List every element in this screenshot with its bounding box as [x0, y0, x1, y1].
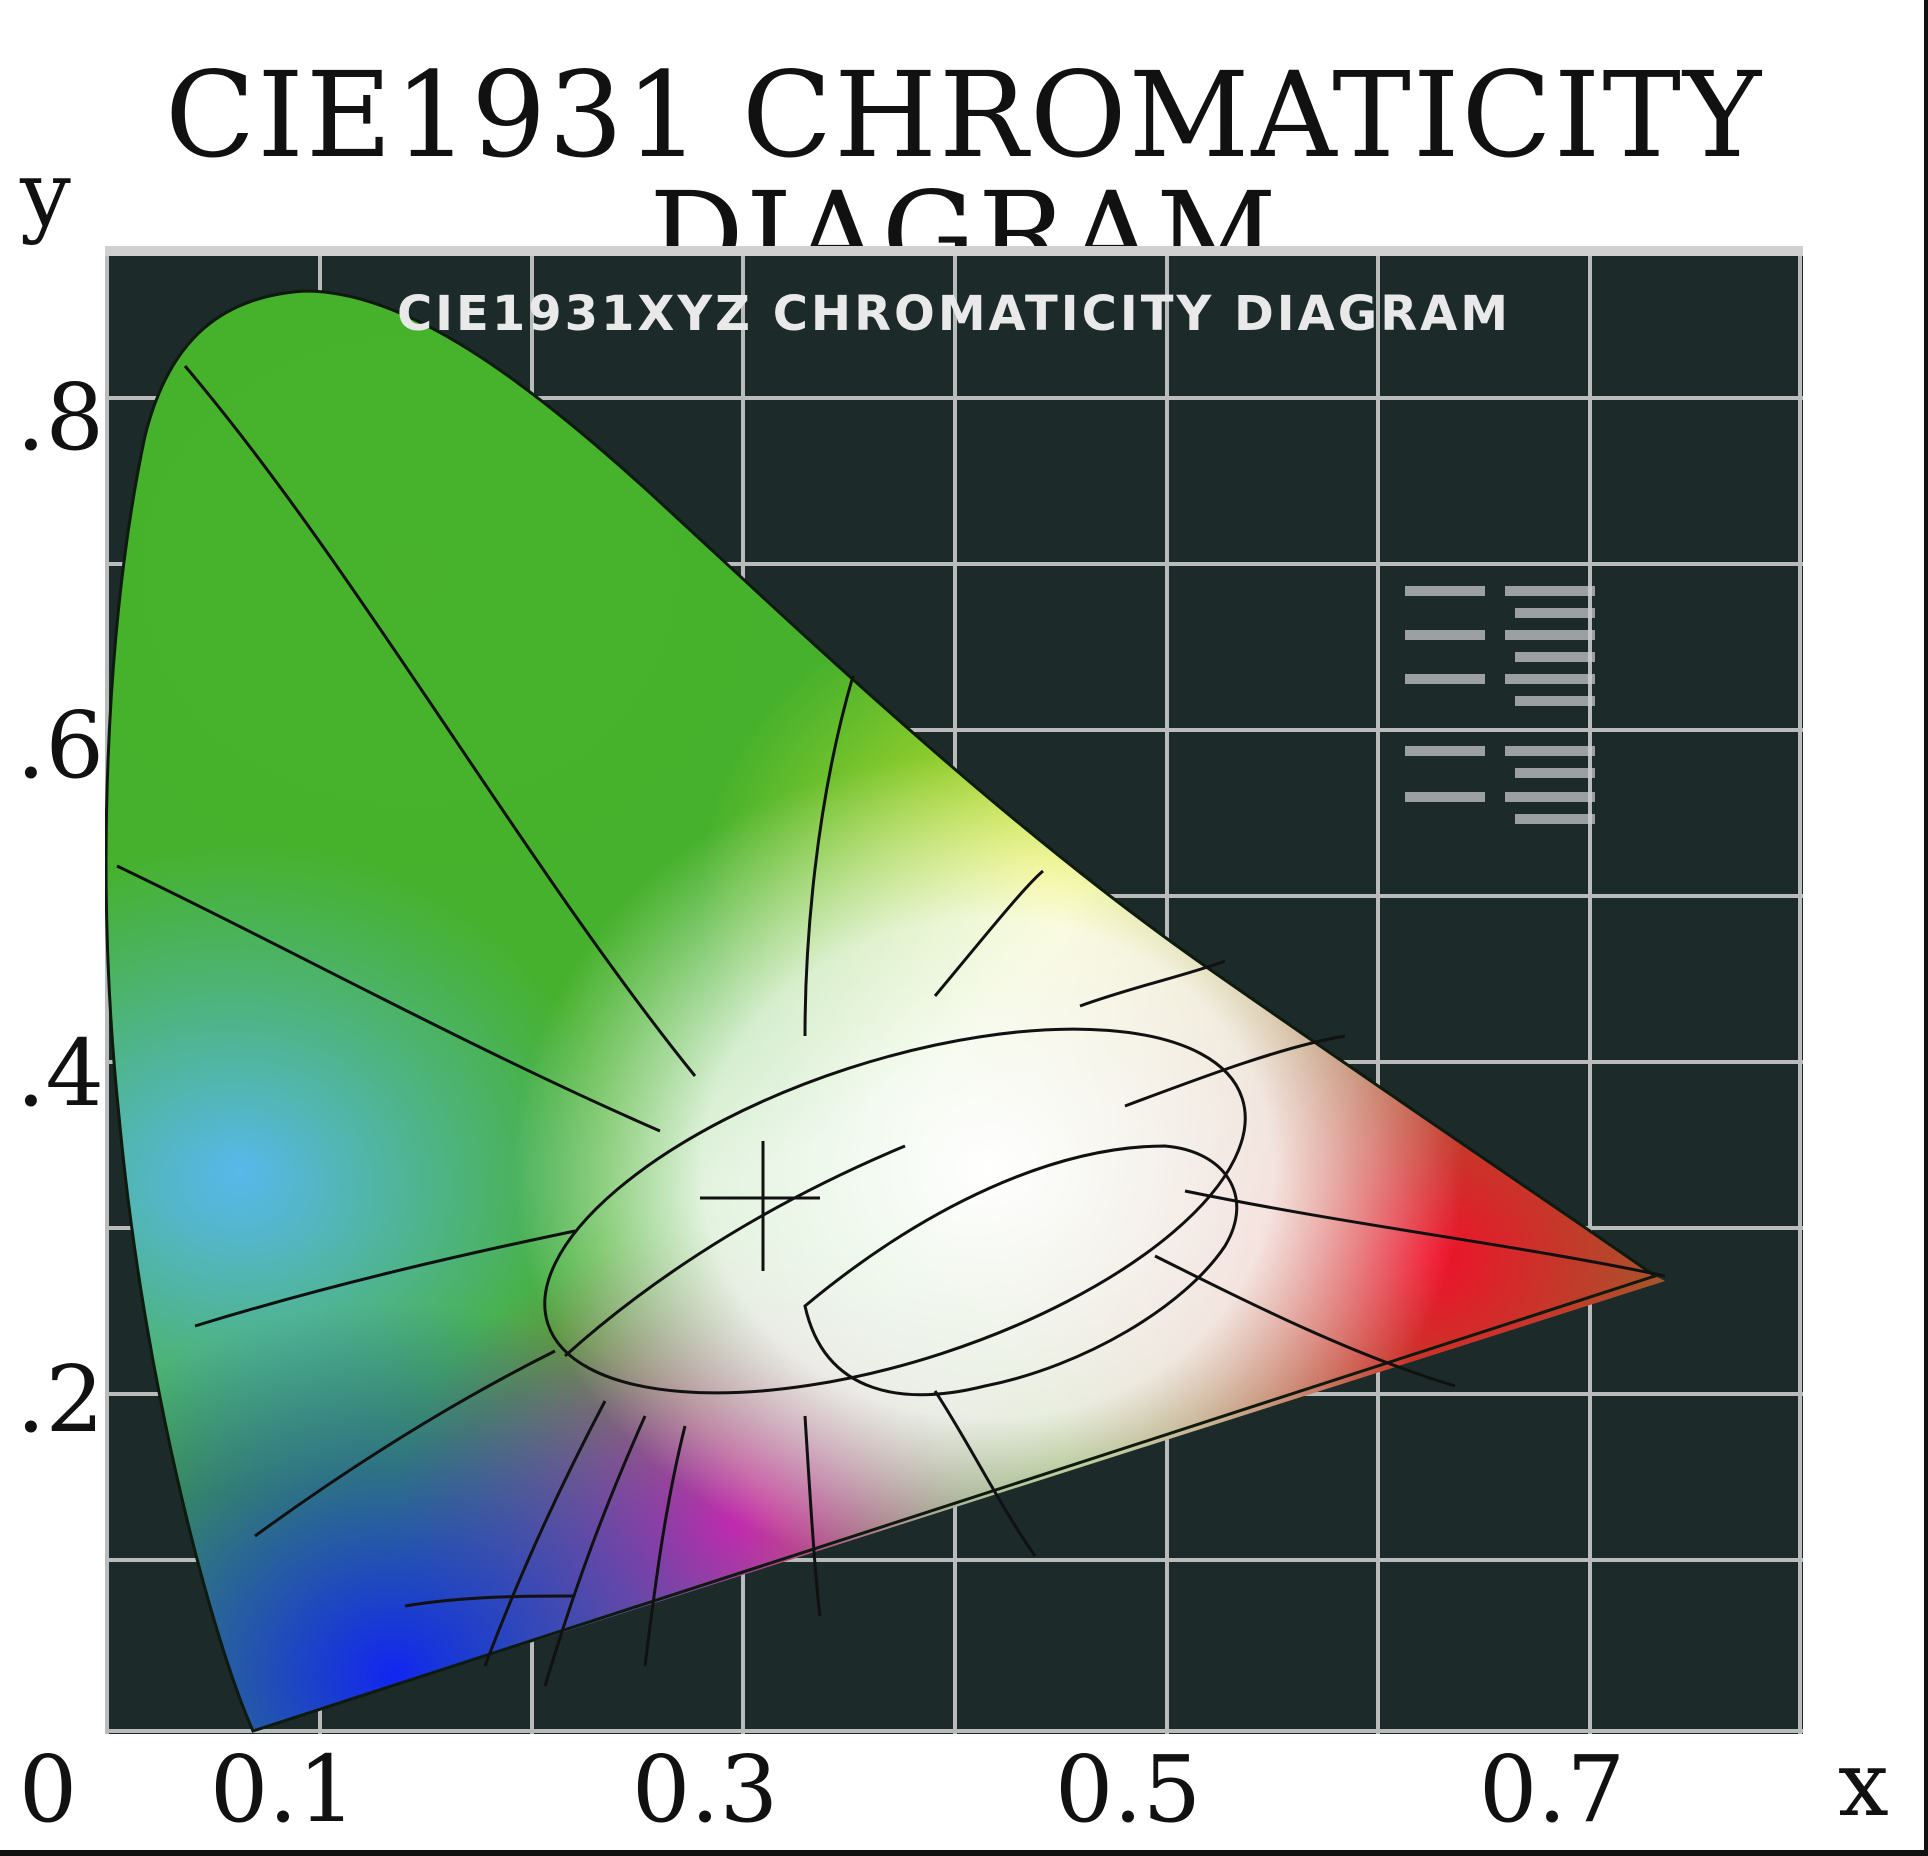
- x-tick-0.5: 0.5: [1054, 1736, 1202, 1843]
- boundary-line: [1124, 1034, 1346, 1108]
- legend-line: [1505, 746, 1595, 756]
- boundary-line: [483, 1400, 607, 1667]
- y-tick-0.4: .4: [16, 1020, 104, 1127]
- legend-line: [1515, 696, 1595, 706]
- legend-line: [1505, 792, 1595, 802]
- boundary-line: [803, 1415, 822, 1617]
- boundary-line: [933, 869, 1044, 997]
- legend-block: [1405, 586, 1595, 824]
- spectral-locus-outline: [105, 289, 1659, 1733]
- legend-line: [1515, 652, 1595, 662]
- legend-line: [1505, 630, 1595, 640]
- top-ruler-band: [105, 246, 1803, 256]
- legend-line: [1515, 608, 1595, 618]
- boundary-line: [194, 1229, 576, 1328]
- boundary-line: [803, 675, 855, 1037]
- legend-line: [1505, 674, 1595, 684]
- right-border: [1924, 0, 1928, 1856]
- legend-line: [1405, 674, 1485, 684]
- y-tick-0.2: .2: [16, 1346, 104, 1453]
- legend-line: [1405, 586, 1485, 596]
- boundary-line: [1079, 959, 1226, 1008]
- boundary-line: [1184, 1189, 1666, 1278]
- blackbody-locus: [563, 1144, 906, 1358]
- inner-ellipse: [803, 1144, 1239, 1397]
- y-tick-0.8: .8: [16, 364, 104, 471]
- legend-line: [1405, 746, 1485, 756]
- x-axis-label: x: [1838, 1732, 1889, 1837]
- top-ruler: [105, 246, 1803, 256]
- boundary-line: [404, 1594, 576, 1608]
- x-tick-0.3: 0.3: [631, 1736, 779, 1843]
- x-tick-0.7: 0.7: [1478, 1736, 1626, 1843]
- boundary-line: [254, 1349, 556, 1538]
- legend-line: [1515, 814, 1595, 824]
- boundary-line: [116, 864, 661, 1133]
- chromaticity-plot: CIE1931XYZ CHROMATICITY DIAGRAM: [105, 246, 1803, 1734]
- y-tick-0.6: .6: [16, 692, 104, 799]
- plot-graphics: [105, 246, 1803, 1734]
- boundary-line: [1154, 1254, 1456, 1388]
- inner-diagram-title: CIE1931XYZ CHROMATICITY DIAGRAM: [396, 286, 1512, 342]
- x-tick-0: 0: [18, 1736, 78, 1843]
- boundary-line: [933, 1390, 1037, 1557]
- outer-ellipse: [543, 1027, 1247, 1395]
- legend-line: [1505, 586, 1595, 596]
- x-tick-0.1: 0.1: [209, 1736, 357, 1843]
- legend-line: [1515, 768, 1595, 778]
- legend-line: [1405, 792, 1485, 802]
- boundary-line: [643, 1425, 687, 1667]
- region-boundaries: [116, 365, 1666, 1687]
- boundary-line: [183, 365, 697, 1077]
- boundary-line: [543, 1415, 647, 1687]
- legend-line: [1405, 630, 1485, 640]
- white-region: [543, 1027, 1247, 1397]
- diagram-title: CIE1931 CHROMATICITY DIAGRAM: [164, 46, 1764, 304]
- y-axis-label: y: [20, 142, 71, 247]
- bottom-border: [0, 1850, 1928, 1856]
